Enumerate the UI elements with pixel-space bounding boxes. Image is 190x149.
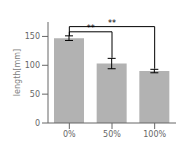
- svg-text:0%: 0%: [63, 130, 76, 139]
- svg-text:100%: 100%: [143, 130, 166, 139]
- svg-text:0: 0: [35, 119, 40, 128]
- svg-text:**: **: [87, 24, 95, 33]
- svg-text:**: **: [108, 19, 116, 28]
- svg-text:50%: 50%: [103, 130, 121, 139]
- svg-text:100: 100: [25, 61, 40, 70]
- svg-text:length[mm]: length[mm]: [13, 49, 22, 96]
- svg-text:150: 150: [25, 32, 40, 41]
- svg-text:50: 50: [30, 90, 40, 99]
